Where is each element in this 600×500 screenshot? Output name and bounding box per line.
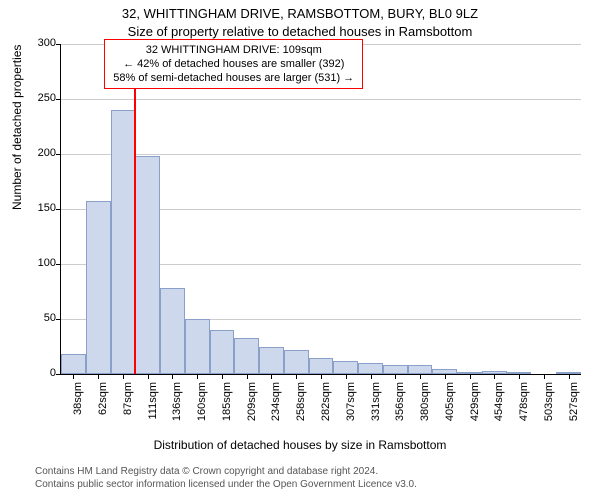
xtick-mark bbox=[420, 374, 421, 379]
title-main: 32, WHITTINGHAM DRIVE, RAMSBOTTOM, BURY,… bbox=[0, 6, 600, 21]
ytick-mark bbox=[56, 154, 61, 155]
histogram-bar bbox=[284, 350, 309, 374]
xtick-label: 209sqm bbox=[246, 382, 258, 432]
histogram-bar bbox=[210, 330, 235, 374]
histogram-bar bbox=[86, 201, 111, 374]
xtick-label: 527sqm bbox=[568, 382, 580, 432]
xtick-mark bbox=[445, 374, 446, 379]
xtick-label: 234sqm bbox=[270, 382, 282, 432]
xtick-label: 160sqm bbox=[196, 382, 208, 432]
histogram-bar bbox=[111, 110, 136, 374]
xtick-label: 356sqm bbox=[394, 382, 406, 432]
xtick-label: 258sqm bbox=[295, 382, 307, 432]
xtick-label: 380sqm bbox=[419, 382, 431, 432]
x-axis-label: Distribution of detached houses by size … bbox=[0, 438, 600, 452]
ytick-mark bbox=[56, 319, 61, 320]
xtick-label: 503sqm bbox=[543, 382, 555, 432]
xtick-mark bbox=[544, 374, 545, 379]
grid-line bbox=[61, 99, 581, 100]
xtick-label: 136sqm bbox=[171, 382, 183, 432]
histogram-bar bbox=[358, 363, 383, 374]
ytick-label: 150 bbox=[16, 202, 56, 214]
xtick-mark bbox=[73, 374, 74, 379]
histogram-bar bbox=[309, 358, 334, 375]
info-box: 32 WHITTINGHAM DRIVE: 109sqm ← 42% of de… bbox=[104, 39, 363, 90]
xtick-mark bbox=[346, 374, 347, 379]
attribution-line-1: Contains HM Land Registry data © Crown c… bbox=[35, 466, 417, 479]
info-line-3: 58% of semi-detached houses are larger (… bbox=[113, 71, 354, 85]
histogram-bar bbox=[61, 354, 86, 374]
histogram-bar bbox=[160, 288, 185, 374]
xtick-label: 87sqm bbox=[122, 382, 134, 432]
xtick-label: 111sqm bbox=[147, 382, 159, 432]
plot-area bbox=[60, 44, 581, 375]
xtick-mark bbox=[519, 374, 520, 379]
info-line-1: 32 WHITTINGHAM DRIVE: 109sqm bbox=[113, 43, 354, 57]
ytick-mark bbox=[56, 99, 61, 100]
xtick-mark bbox=[271, 374, 272, 379]
info-line-2: ← 42% of detached houses are smaller (39… bbox=[113, 57, 354, 71]
title-sub: Size of property relative to detached ho… bbox=[0, 24, 600, 39]
histogram-bar bbox=[234, 338, 259, 374]
ytick-label: 0 bbox=[16, 367, 56, 379]
xtick-mark bbox=[98, 374, 99, 379]
ytick-mark bbox=[56, 209, 61, 210]
ytick-mark bbox=[56, 374, 61, 375]
histogram-bar bbox=[135, 156, 160, 374]
xtick-mark bbox=[371, 374, 372, 379]
attribution: Contains HM Land Registry data © Crown c… bbox=[35, 466, 417, 491]
xtick-mark bbox=[148, 374, 149, 379]
histogram-bar bbox=[383, 365, 408, 374]
xtick-label: 62sqm bbox=[97, 382, 109, 432]
xtick-mark bbox=[321, 374, 322, 379]
xtick-mark bbox=[123, 374, 124, 379]
xtick-label: 454sqm bbox=[493, 382, 505, 432]
ytick-label: 100 bbox=[16, 257, 56, 269]
xtick-label: 331sqm bbox=[370, 382, 382, 432]
xtick-mark bbox=[222, 374, 223, 379]
ytick-label: 250 bbox=[16, 92, 56, 104]
grid-line bbox=[61, 154, 581, 155]
xtick-label: 185sqm bbox=[221, 382, 233, 432]
xtick-label: 429sqm bbox=[469, 382, 481, 432]
xtick-mark bbox=[247, 374, 248, 379]
histogram-bar bbox=[333, 361, 358, 374]
histogram-bar bbox=[408, 365, 433, 374]
xtick-mark bbox=[569, 374, 570, 379]
xtick-label: 38sqm bbox=[72, 382, 84, 432]
xtick-label: 307sqm bbox=[345, 382, 357, 432]
xtick-mark bbox=[494, 374, 495, 379]
xtick-mark bbox=[172, 374, 173, 379]
ytick-label: 50 bbox=[16, 312, 56, 324]
xtick-label: 282sqm bbox=[320, 382, 332, 432]
xtick-mark bbox=[197, 374, 198, 379]
xtick-label: 405sqm bbox=[444, 382, 456, 432]
attribution-line-2: Contains public sector information licen… bbox=[35, 479, 417, 492]
xtick-mark bbox=[395, 374, 396, 379]
y-axis-label: Number of detached properties bbox=[10, 45, 24, 210]
xtick-mark bbox=[470, 374, 471, 379]
ytick-mark bbox=[56, 44, 61, 45]
marker-line bbox=[134, 83, 136, 375]
ytick-label: 200 bbox=[16, 147, 56, 159]
xtick-label: 478sqm bbox=[518, 382, 530, 432]
histogram-bar bbox=[185, 319, 210, 374]
ytick-mark bbox=[56, 264, 61, 265]
xtick-mark bbox=[296, 374, 297, 379]
ytick-label: 300 bbox=[16, 37, 56, 49]
histogram-bar bbox=[259, 347, 284, 375]
